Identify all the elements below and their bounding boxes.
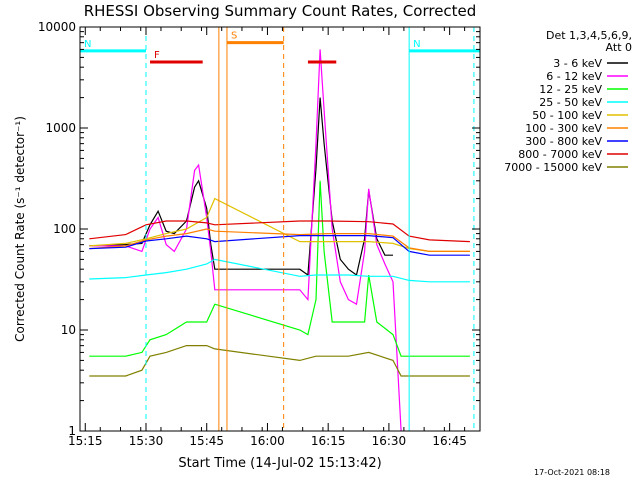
series-line-6	[89, 235, 470, 256]
x-tick-label: 15:15	[68, 434, 103, 448]
x-tick-label: 16:30	[372, 434, 407, 448]
series-line-3	[89, 258, 470, 283]
state-bar-label: N	[84, 39, 91, 50]
series-line-4	[89, 197, 470, 252]
chart-title: RHESSI Observing Summary Count Rates, Co…	[84, 2, 477, 20]
legend-label-3: 25 - 50 keV	[539, 96, 602, 109]
legend-label-5: 100 - 300 keV	[525, 122, 602, 135]
legend-label-1: 6 - 12 keV	[546, 70, 602, 83]
y-tick-label: 100	[53, 222, 76, 236]
x-tick-label: 15:45	[189, 434, 224, 448]
series-line-0	[89, 97, 393, 277]
y-tick-label: 1	[68, 424, 76, 438]
x-tick-label: 16:45	[432, 434, 467, 448]
series-layer	[89, 49, 470, 432]
series-line-2	[89, 180, 470, 357]
series-line-1	[89, 49, 402, 432]
legend-label-2: 12 - 25 keV	[539, 83, 602, 96]
x-tick-label: 16:15	[311, 434, 346, 448]
timestamp-footer: 17-Oct-2021 08:18	[534, 468, 610, 477]
state-bar-label: F	[154, 50, 160, 61]
state-bar-label: N	[413, 39, 420, 50]
y-tick-label: 10000	[38, 20, 76, 34]
x-axis-label: Start Time (14-Jul-02 15:13:42)	[178, 456, 381, 471]
legend-label-0: 3 - 6 keV	[553, 57, 602, 70]
legend-label-4: 50 - 100 keV	[532, 109, 602, 122]
series-line-7	[89, 220, 470, 243]
legend-label-7: 800 - 7000 keV	[518, 148, 602, 161]
x-tick-label: 16:00	[250, 434, 285, 448]
legend-label-8: 7000 - 15000 keV	[504, 161, 602, 174]
y-axis-label: Corrected Count Rate (s⁻¹ detector⁻¹)	[13, 116, 27, 342]
legend-label-6: 300 - 800 keV	[525, 135, 602, 148]
y-tick-label: 1000	[45, 121, 76, 135]
y-tick-label: 10	[61, 323, 76, 337]
series-line-5	[89, 228, 470, 252]
legend-header: Att 0	[606, 41, 632, 54]
state-bar-label: S	[231, 31, 237, 42]
axis-layer: 15:15 15:30 15:45 16:00 16:15 16:30 16:45 1 10 10…	[38, 20, 480, 448]
x-tick-label: 15:30	[129, 434, 164, 448]
legend-header: Det 1,3,4,5,6,9,	[546, 29, 632, 42]
